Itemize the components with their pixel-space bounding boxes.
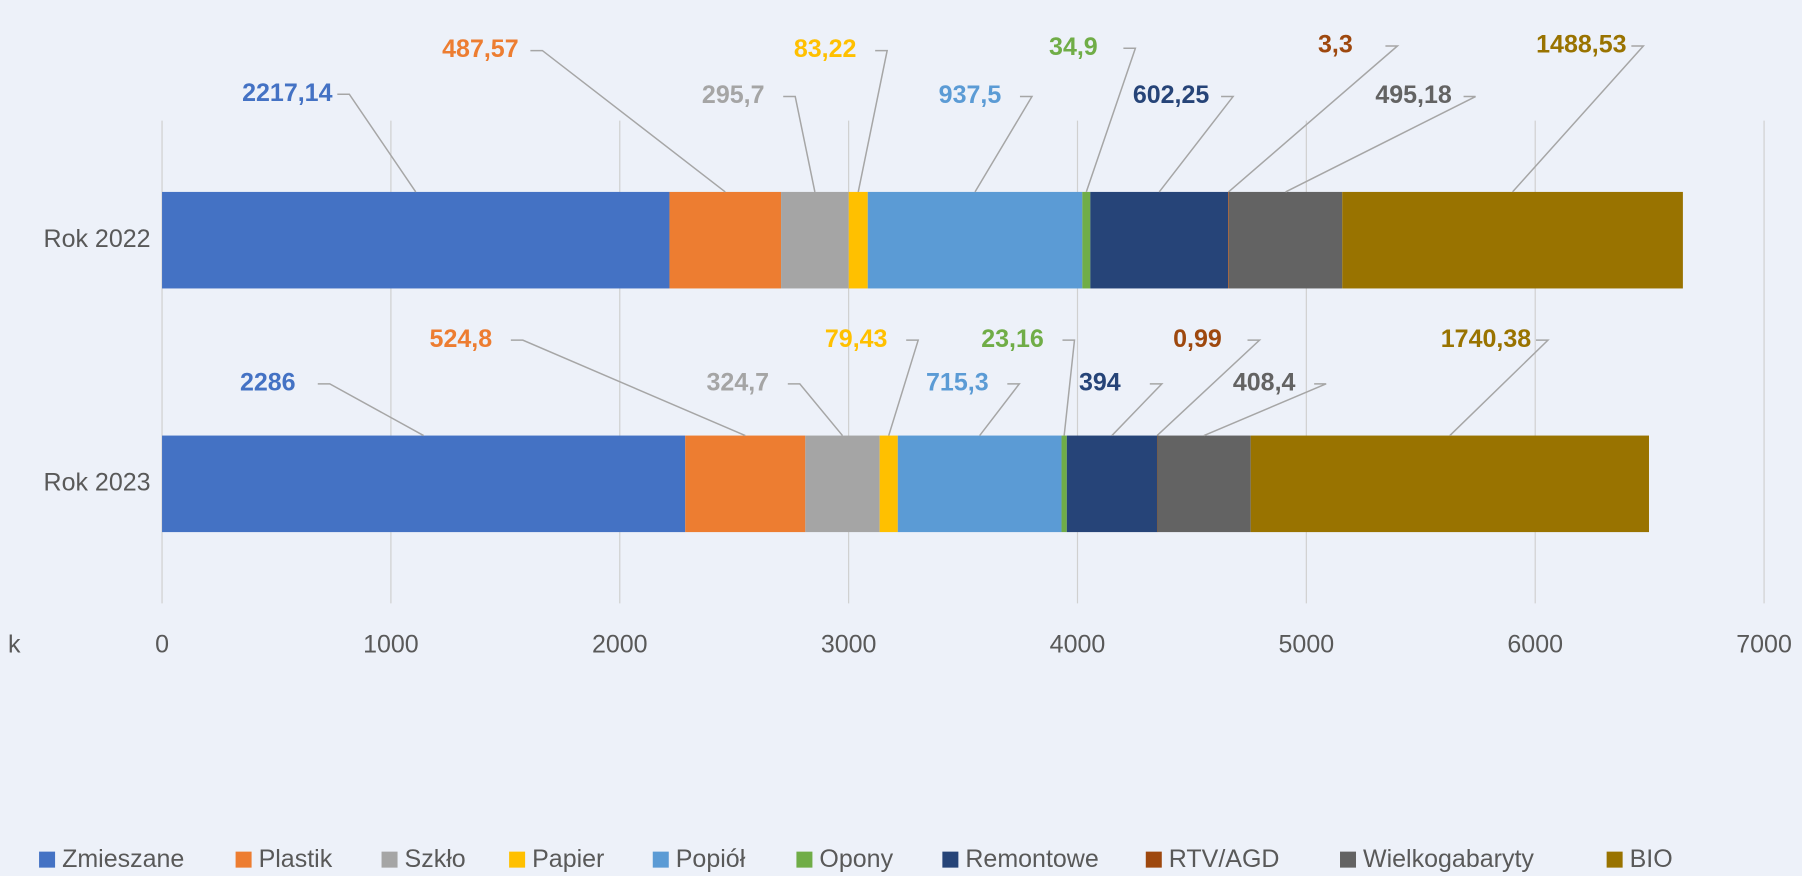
data-label: 83,22 (794, 35, 857, 63)
data-label: 295,7 (702, 81, 765, 109)
bar-segment (1250, 435, 1649, 533)
data-label: 0,99 (1173, 325, 1222, 353)
y-tick-label: Rok 2023 (44, 468, 151, 496)
leader-line (888, 339, 920, 436)
data-label: 324,7 (707, 368, 770, 396)
data-label: 937,5 (939, 81, 1002, 109)
x-tick-label: 4000 (1050, 630, 1106, 658)
data-label: 1740,38 (1441, 325, 1531, 353)
legend-swatch (942, 851, 959, 868)
data-label: 394 (1079, 368, 1121, 396)
data-label: 602,25 (1133, 81, 1210, 109)
x-tick-label: 0 (155, 630, 169, 658)
bar-segment (1090, 191, 1229, 289)
legend-swatch (1145, 851, 1162, 868)
leader-line (1512, 45, 1646, 193)
leader-line (1111, 383, 1164, 437)
bar-segment (848, 191, 868, 289)
leader-line (317, 383, 424, 437)
legend-label: RTV/AGD (1169, 845, 1280, 873)
legend-label: Plastik (259, 845, 333, 873)
x-tick-label: 6000 (1507, 630, 1563, 658)
legend-label: Wielkogabaryty (1363, 845, 1534, 873)
bar-segment (162, 435, 686, 533)
legend-label: Popiół (676, 845, 746, 873)
bar-segment (867, 191, 1083, 289)
data-label: 2286 (240, 368, 296, 396)
leader-line (857, 49, 889, 193)
leader-line (1158, 95, 1235, 193)
legend-label: Remontowe (965, 845, 1098, 873)
leader-line (337, 93, 417, 193)
legend-swatch (509, 851, 526, 868)
leader-line (530, 49, 726, 193)
data-label: 1488,53 (1536, 31, 1626, 59)
leader-line (974, 95, 1034, 193)
bar-segment (781, 191, 849, 289)
x-tick-label: 7000 (1736, 630, 1792, 658)
bar-segment (879, 435, 898, 533)
bar-segment (897, 435, 1062, 533)
x-tick-label: 3000 (821, 630, 877, 658)
data-label: 524,8 (430, 325, 493, 353)
legend-swatch (652, 851, 669, 868)
bar-segment (685, 435, 806, 533)
legend-swatch (39, 851, 56, 868)
legend-label: BIO (1630, 845, 1673, 873)
data-label: 408,4 (1233, 368, 1296, 396)
legend-swatch (235, 851, 252, 868)
data-label: 34,9 (1049, 33, 1098, 61)
bar-segment (1082, 191, 1091, 289)
data-label: 715,3 (926, 368, 989, 396)
bar-segment (1228, 191, 1229, 289)
legend-label: Zmieszane (62, 845, 184, 873)
x-tick-label: 5000 (1279, 630, 1335, 658)
x-axis-label: k (8, 631, 21, 659)
data-label: 23,16 (981, 325, 1044, 353)
legend-swatch (1340, 851, 1357, 868)
legend-swatch (381, 851, 398, 868)
leader-line (1449, 339, 1550, 437)
bar-segment (162, 191, 670, 289)
data-label: 79,43 (825, 325, 888, 353)
leader-line (979, 383, 1021, 437)
legend-label: Papier (532, 845, 604, 873)
leader-line (787, 383, 844, 437)
bar-segment (1066, 435, 1157, 533)
bar-segment (1157, 435, 1251, 533)
data-label: 487,57 (442, 35, 518, 63)
bar-segment (805, 435, 880, 533)
x-tick-label: 1000 (363, 630, 419, 658)
x-tick-label: 2000 (592, 630, 648, 658)
bar-segment (1228, 191, 1343, 289)
legend-label: Szkło (405, 845, 466, 873)
leader-line (783, 95, 816, 193)
data-label: 3,3 (1318, 31, 1353, 59)
leader-line (1062, 339, 1076, 436)
leader-line (1156, 339, 1262, 437)
leader-line (1203, 383, 1327, 437)
leader-line (1285, 95, 1476, 193)
data-label: 2217,14 (242, 79, 332, 107)
data-label: 495,18 (1375, 81, 1452, 109)
leader-line (510, 339, 746, 437)
y-tick-label: Rok 2022 (44, 225, 151, 253)
leader-line (1228, 45, 1400, 193)
leader-line (1085, 47, 1137, 193)
bar-segment (669, 191, 782, 289)
legend-swatch (796, 851, 813, 868)
bar-segment (1342, 191, 1683, 289)
legend-label: Opony (819, 845, 893, 873)
bar-segment (1061, 435, 1067, 533)
legend-swatch (1606, 851, 1623, 868)
